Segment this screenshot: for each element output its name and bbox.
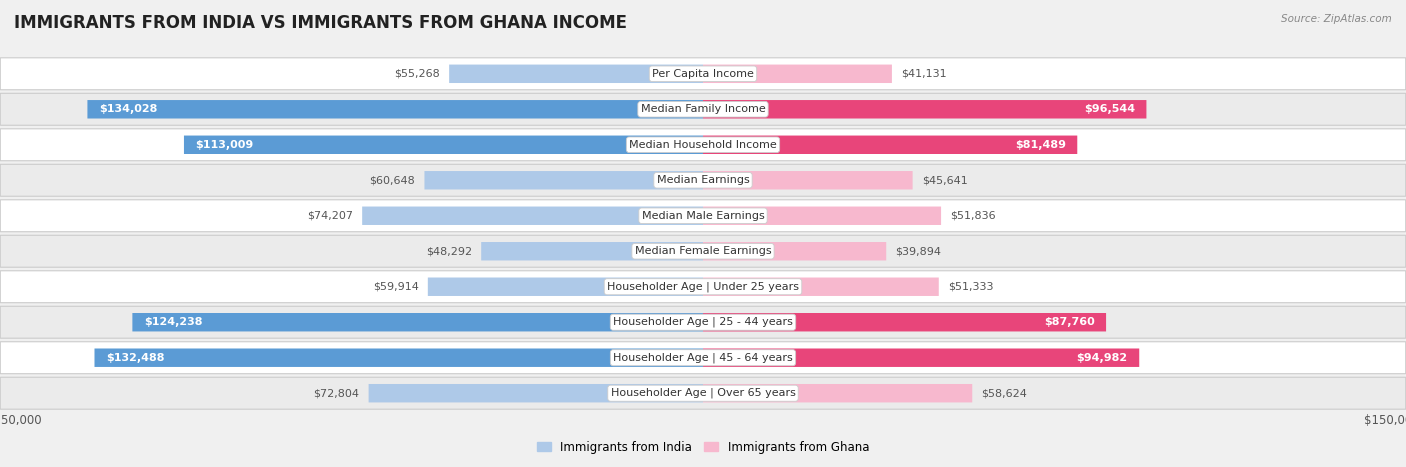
FancyBboxPatch shape (703, 135, 1077, 154)
FancyBboxPatch shape (94, 348, 703, 367)
FancyBboxPatch shape (703, 313, 1107, 332)
Legend: Immigrants from India, Immigrants from Ghana: Immigrants from India, Immigrants from G… (531, 436, 875, 458)
FancyBboxPatch shape (449, 64, 703, 83)
Text: Median Household Income: Median Household Income (628, 140, 778, 150)
FancyBboxPatch shape (703, 277, 939, 296)
FancyBboxPatch shape (425, 171, 703, 190)
FancyBboxPatch shape (703, 64, 891, 83)
FancyBboxPatch shape (368, 384, 703, 403)
Text: $51,333: $51,333 (948, 282, 994, 292)
Text: $41,131: $41,131 (901, 69, 946, 79)
Text: $74,207: $74,207 (307, 211, 353, 221)
Text: $45,641: $45,641 (922, 175, 967, 185)
FancyBboxPatch shape (0, 58, 1406, 90)
FancyBboxPatch shape (703, 348, 1139, 367)
Text: $81,489: $81,489 (1015, 140, 1066, 150)
FancyBboxPatch shape (481, 242, 703, 261)
FancyBboxPatch shape (427, 277, 703, 296)
Text: $72,804: $72,804 (314, 388, 360, 398)
FancyBboxPatch shape (0, 271, 1406, 303)
FancyBboxPatch shape (0, 93, 1406, 125)
FancyBboxPatch shape (132, 313, 703, 332)
Text: Source: ZipAtlas.com: Source: ZipAtlas.com (1281, 14, 1392, 24)
Text: Median Female Earnings: Median Female Earnings (634, 246, 772, 256)
Text: $94,982: $94,982 (1077, 353, 1128, 363)
Text: $87,760: $87,760 (1043, 317, 1095, 327)
Text: Householder Age | 45 - 64 years: Householder Age | 45 - 64 years (613, 353, 793, 363)
Text: $48,292: $48,292 (426, 246, 472, 256)
Text: Median Earnings: Median Earnings (657, 175, 749, 185)
Text: Householder Age | Over 65 years: Householder Age | Over 65 years (610, 388, 796, 398)
Text: Householder Age | Under 25 years: Householder Age | Under 25 years (607, 282, 799, 292)
Text: $39,894: $39,894 (896, 246, 942, 256)
Text: Householder Age | 25 - 44 years: Householder Age | 25 - 44 years (613, 317, 793, 327)
Text: IMMIGRANTS FROM INDIA VS IMMIGRANTS FROM GHANA INCOME: IMMIGRANTS FROM INDIA VS IMMIGRANTS FROM… (14, 14, 627, 32)
FancyBboxPatch shape (0, 235, 1406, 267)
FancyBboxPatch shape (184, 135, 703, 154)
Text: Median Male Earnings: Median Male Earnings (641, 211, 765, 221)
FancyBboxPatch shape (703, 384, 973, 403)
Text: $132,488: $132,488 (105, 353, 165, 363)
Text: $113,009: $113,009 (195, 140, 253, 150)
FancyBboxPatch shape (0, 164, 1406, 196)
FancyBboxPatch shape (0, 200, 1406, 232)
FancyBboxPatch shape (703, 100, 1146, 119)
FancyBboxPatch shape (0, 342, 1406, 374)
FancyBboxPatch shape (87, 100, 703, 119)
Text: $124,238: $124,238 (143, 317, 202, 327)
Text: Median Family Income: Median Family Income (641, 104, 765, 114)
Text: $59,914: $59,914 (373, 282, 419, 292)
Text: $60,648: $60,648 (370, 175, 415, 185)
Text: Per Capita Income: Per Capita Income (652, 69, 754, 79)
FancyBboxPatch shape (703, 242, 886, 261)
Text: $51,836: $51,836 (950, 211, 995, 221)
FancyBboxPatch shape (363, 206, 703, 225)
Text: $96,544: $96,544 (1084, 104, 1135, 114)
FancyBboxPatch shape (0, 306, 1406, 338)
FancyBboxPatch shape (0, 377, 1406, 409)
Text: $58,624: $58,624 (981, 388, 1028, 398)
FancyBboxPatch shape (703, 171, 912, 190)
FancyBboxPatch shape (0, 129, 1406, 161)
Text: $134,028: $134,028 (98, 104, 157, 114)
FancyBboxPatch shape (703, 206, 941, 225)
Text: $55,268: $55,268 (394, 69, 440, 79)
